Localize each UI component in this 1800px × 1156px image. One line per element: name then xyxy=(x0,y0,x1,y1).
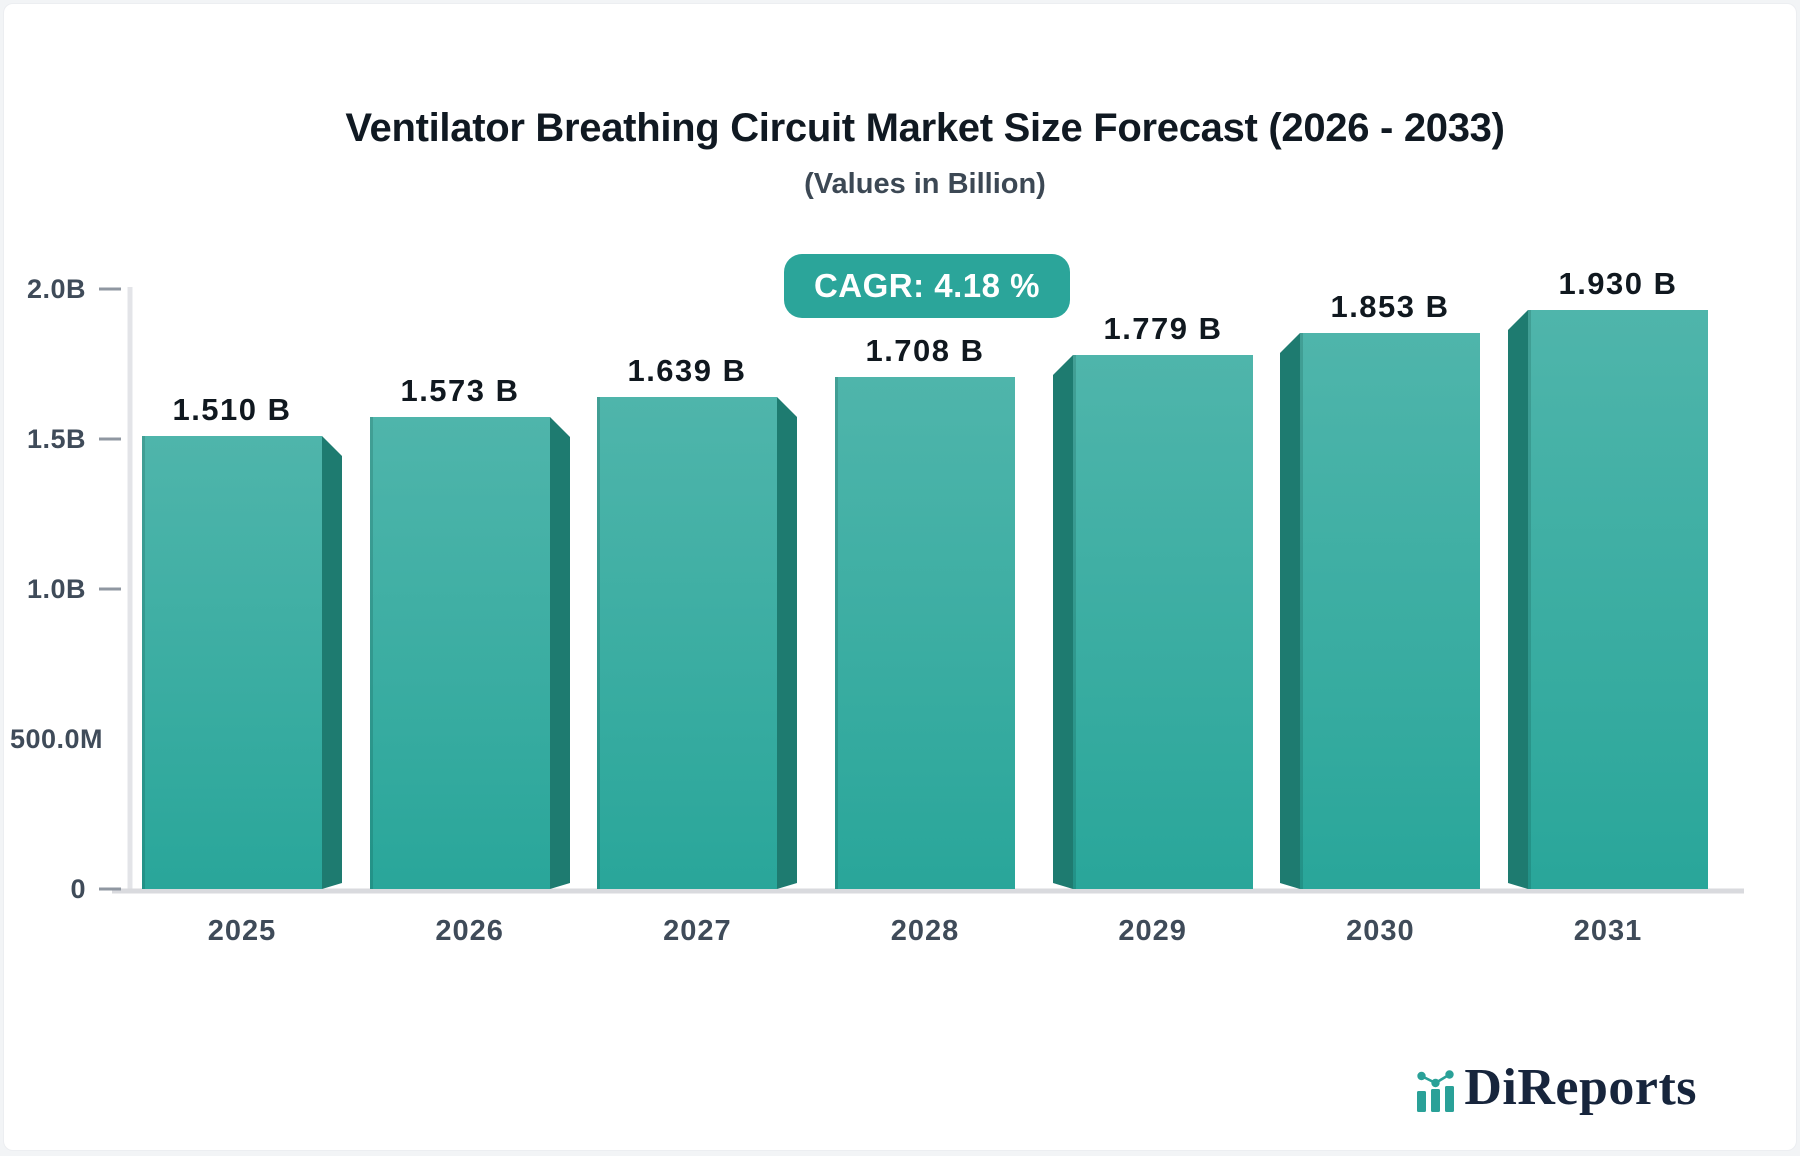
bar-2030: 1.853 B xyxy=(1280,289,1480,889)
bar-side-face xyxy=(1280,333,1300,889)
bar-face xyxy=(142,436,322,889)
bar-value-label: 1.708 B xyxy=(865,333,984,368)
y-tick-label: 500.0M xyxy=(10,724,103,754)
bar-value-label: 1.510 B xyxy=(172,392,291,427)
bar-value-label: 1.779 B xyxy=(1103,311,1222,346)
bar-value-label: 1.853 B xyxy=(1330,289,1449,324)
bar-side-face xyxy=(1053,355,1073,889)
logo-text: DiReports xyxy=(1464,1059,1697,1116)
bar-face-edge xyxy=(1528,310,1531,889)
x-axis-label: 2031 xyxy=(1574,915,1643,947)
y-tick-label: 0 xyxy=(70,874,86,904)
x-axis-label: 2028 xyxy=(891,915,960,947)
y-tick-label: 1.5B xyxy=(27,424,86,454)
bar-face xyxy=(1073,355,1253,889)
y-tick-label: 2.0B xyxy=(27,274,86,304)
bar-face xyxy=(1528,310,1708,889)
bar-2029: 1.779 B xyxy=(1053,311,1253,889)
chart-subtitle: (Values in Billion) xyxy=(804,168,1046,200)
bar-value-label: 1.573 B xyxy=(400,373,519,408)
x-axis-label: 2025 xyxy=(208,915,277,947)
bar-face xyxy=(597,397,777,889)
cagr-badge-row: CAGR: 4.18 % xyxy=(54,254,1800,318)
bar-side-face xyxy=(1508,310,1528,889)
bar-side-face xyxy=(322,436,342,889)
bar-face-edge xyxy=(1073,355,1076,889)
chart-title: Ventilator Breathing Circuit Market Size… xyxy=(345,106,1505,150)
bar-face-edge xyxy=(835,377,838,889)
cagr-badge: CAGR: 4.18 % xyxy=(783,254,1071,318)
x-axis-label: 2029 xyxy=(1118,915,1187,947)
x-axis-label: 2027 xyxy=(663,915,732,947)
bar-face-edge xyxy=(1300,333,1303,889)
bar-face-edge xyxy=(142,436,145,889)
bar-value-label: 1.930 B xyxy=(1558,266,1677,301)
direports-logo: DiReports xyxy=(1415,1062,1697,1114)
x-axis-label: 2030 xyxy=(1346,915,1415,947)
bar-2026: 1.573 B xyxy=(370,373,570,889)
bar-2028: 1.708 B xyxy=(835,333,1015,889)
mini-bar-chart-logo-icon xyxy=(1417,1070,1455,1112)
bar-face xyxy=(835,377,1015,889)
bar-2031: 1.930 B xyxy=(1508,266,1708,889)
bar-face xyxy=(1300,333,1480,889)
bar-2027: 1.639 B xyxy=(597,353,797,889)
y-tick-label: 1.0B xyxy=(27,574,86,604)
x-axis-label: 2026 xyxy=(435,915,504,947)
bar-face xyxy=(370,417,550,889)
bar-side-face xyxy=(550,417,570,889)
bar-side-face xyxy=(777,397,797,889)
bar-face-edge xyxy=(370,417,373,889)
bar-value-label: 1.639 B xyxy=(627,353,746,388)
bar-2025: 1.510 B xyxy=(142,392,342,889)
bar-face-edge xyxy=(597,397,600,889)
